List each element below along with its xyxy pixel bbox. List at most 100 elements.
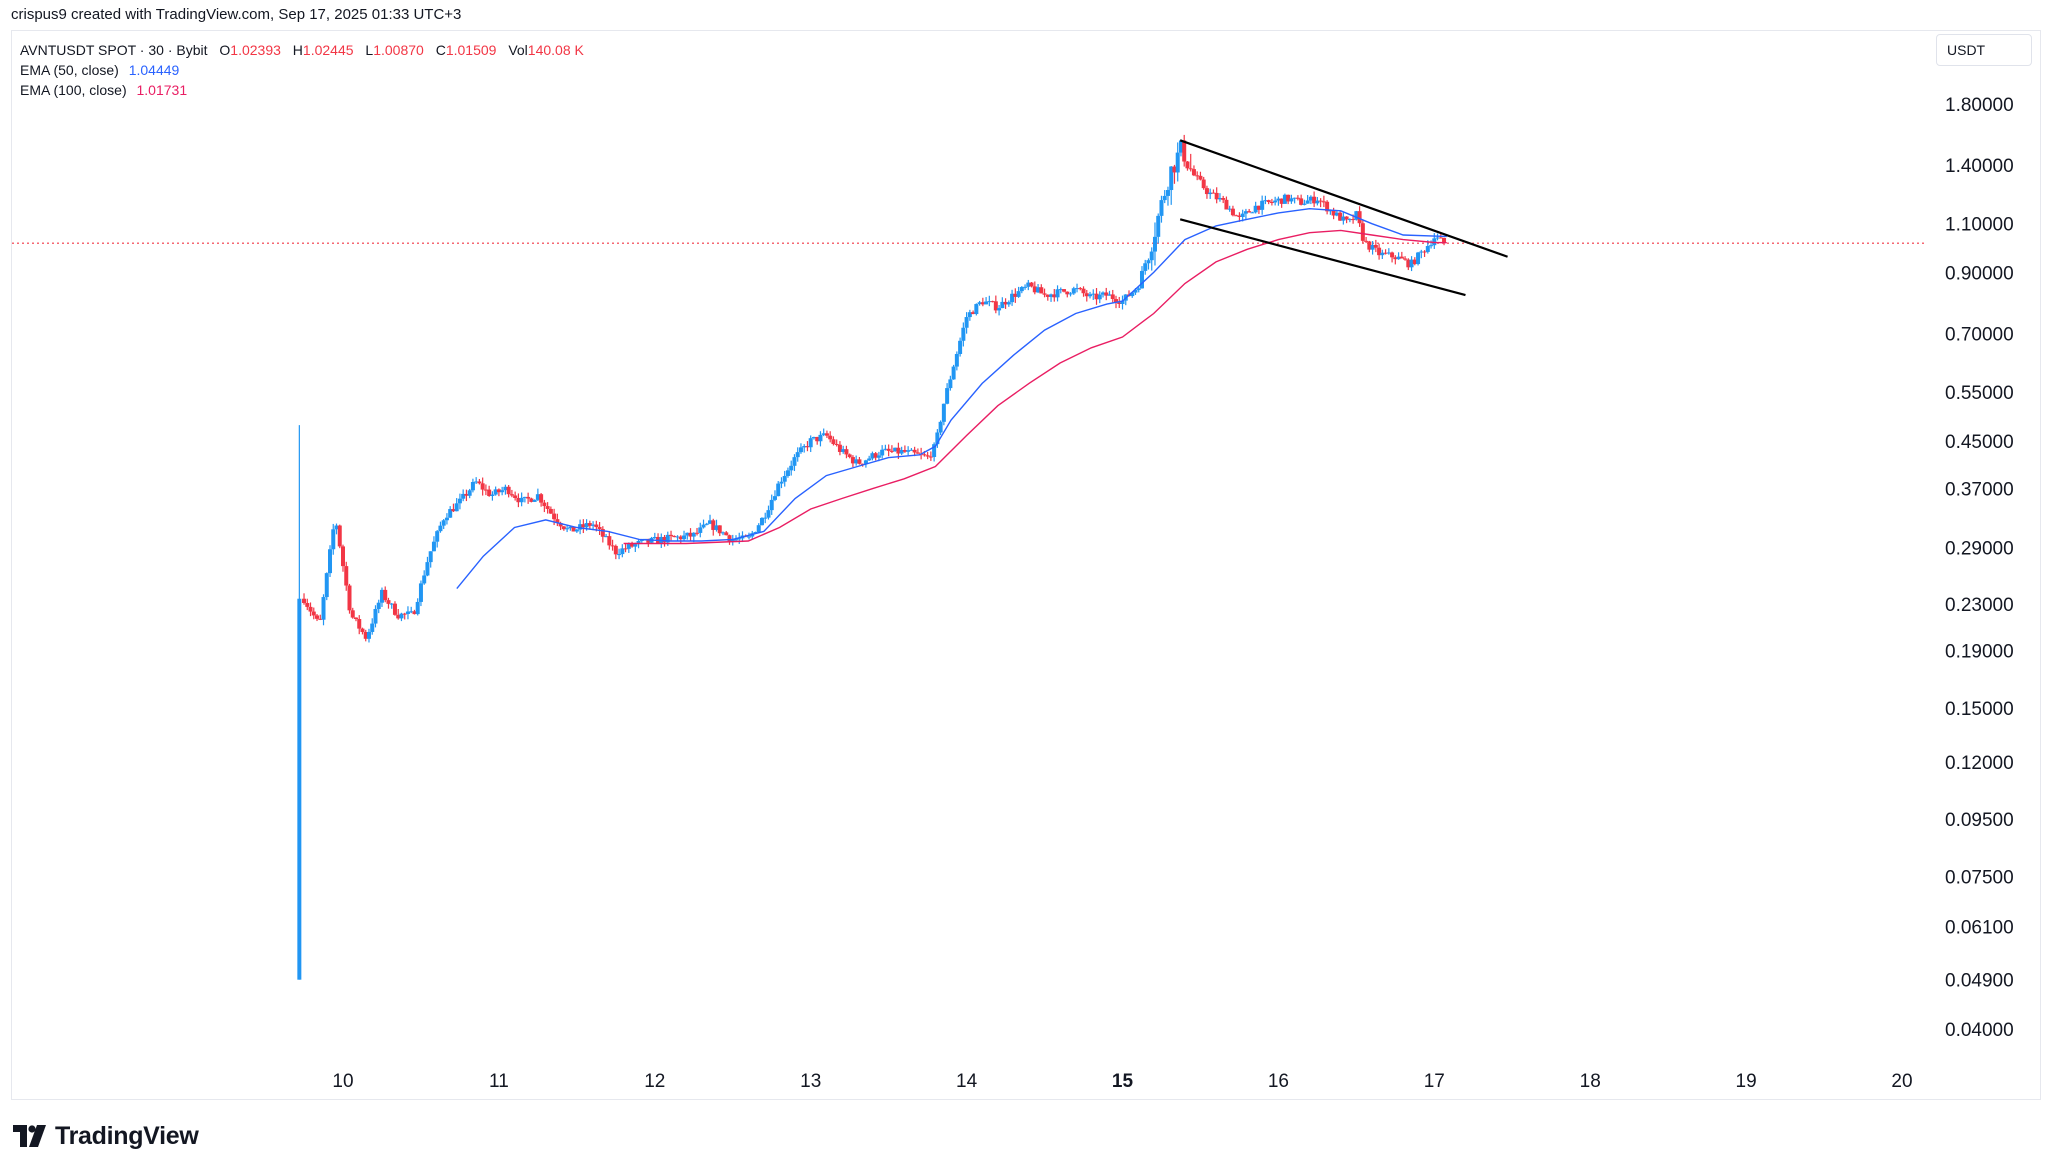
candle-body xyxy=(1279,198,1284,204)
candle-body xyxy=(360,628,365,632)
candle xyxy=(392,601,397,616)
candle-body xyxy=(1152,236,1157,252)
candle xyxy=(526,492,531,504)
candle-body xyxy=(837,444,842,452)
candle-body xyxy=(1120,300,1125,304)
candle-body xyxy=(1383,252,1388,254)
candle xyxy=(376,599,381,614)
price-axis[interactable]: 1.80000 1.40000 1.10000 0.90000 0.70000 0.550… xyxy=(1945,95,2014,1041)
candle xyxy=(815,436,820,445)
candle-body xyxy=(1393,257,1398,260)
candle-body xyxy=(1217,198,1222,200)
price-tick-label: 0.12000 xyxy=(1945,753,2014,774)
high-value: 1.02445 xyxy=(302,42,354,58)
candle xyxy=(587,520,592,529)
candle-body xyxy=(954,353,959,367)
candle-body xyxy=(522,496,527,498)
candle xyxy=(1010,289,1015,306)
candle-body xyxy=(870,453,875,459)
candle-body xyxy=(1042,293,1047,295)
candle xyxy=(841,445,846,454)
candle-body xyxy=(795,452,800,458)
candle xyxy=(1068,292,1073,297)
candle-body xyxy=(1188,168,1193,170)
candle-body xyxy=(928,456,933,458)
candle xyxy=(509,489,514,498)
candle-body xyxy=(883,448,888,450)
candle-body xyxy=(1084,293,1089,297)
candle-body xyxy=(675,536,680,538)
candle xyxy=(1360,220,1365,244)
candle xyxy=(1062,289,1067,293)
candle xyxy=(422,570,427,585)
candle-body xyxy=(500,490,505,493)
candle xyxy=(1380,249,1385,260)
candle-body xyxy=(431,541,436,552)
candle-body xyxy=(1006,302,1011,305)
trendlines-group[interactable] xyxy=(1179,139,1508,297)
candle-body xyxy=(1325,201,1330,212)
candle-body xyxy=(1406,259,1411,268)
candle xyxy=(701,519,706,529)
candle-body xyxy=(1364,240,1369,242)
candle xyxy=(1016,286,1021,298)
candle-body xyxy=(444,517,449,521)
candle-body xyxy=(474,481,479,483)
candle-body xyxy=(1146,260,1151,264)
candle xyxy=(818,431,823,447)
candle-body xyxy=(662,536,667,543)
candle-body xyxy=(386,600,391,604)
candle-body xyxy=(945,388,950,404)
candle-body xyxy=(1117,302,1122,304)
candle-body xyxy=(1221,198,1226,200)
candle xyxy=(834,439,839,447)
tradingview-logo[interactable]: TradingView xyxy=(13,1118,199,1154)
candle-body xyxy=(646,538,651,543)
candle xyxy=(1026,279,1031,291)
candle xyxy=(1347,218,1352,223)
candle xyxy=(630,541,635,548)
candle xyxy=(297,425,302,980)
candle xyxy=(795,447,800,462)
price-tick-label: 0.37000 xyxy=(1945,479,2014,500)
ema50-legend-row[interactable]: EMA (50, close) 1.04449 xyxy=(20,60,584,80)
candle-body xyxy=(1315,200,1320,204)
candle xyxy=(399,612,404,622)
candle xyxy=(1088,291,1093,299)
ema100-line xyxy=(623,229,1447,545)
candle-body xyxy=(1036,287,1041,293)
candle xyxy=(1406,258,1411,271)
candle-body xyxy=(597,526,602,530)
candle xyxy=(993,295,998,314)
candle-body xyxy=(548,508,553,514)
candle-body xyxy=(730,539,735,542)
candle-body xyxy=(555,519,560,524)
candle xyxy=(1023,284,1028,290)
trendline[interactable] xyxy=(1179,218,1466,297)
candle xyxy=(805,441,810,452)
trendline[interactable] xyxy=(1179,139,1508,258)
candle xyxy=(1081,286,1086,297)
ema100-legend-row[interactable]: EMA (100, close) 1.01731 xyxy=(20,80,584,100)
candle-body xyxy=(1062,289,1067,292)
candle xyxy=(1006,300,1011,307)
candle xyxy=(886,444,891,457)
candle xyxy=(418,580,423,607)
candle-body xyxy=(324,573,329,598)
candle-body xyxy=(448,509,453,518)
candle-body xyxy=(1347,219,1352,221)
candle-body xyxy=(798,447,803,453)
symbol-label[interactable]: AVNTUSDT SPOT · 30 · Bybit xyxy=(20,42,208,58)
currency-selector[interactable]: USDT xyxy=(1936,34,2032,66)
candle-body xyxy=(1247,211,1252,213)
candle xyxy=(1045,294,1050,301)
candle-body xyxy=(717,525,722,534)
candle xyxy=(328,545,333,577)
candle-body xyxy=(1156,215,1161,237)
candle xyxy=(831,436,836,446)
candle-body xyxy=(753,532,758,534)
time-axis[interactable]: 10 11 12 13 14 15 16 17 18 19 20 xyxy=(332,1071,1912,1092)
candle-body xyxy=(396,614,401,619)
candle-body xyxy=(824,433,829,436)
